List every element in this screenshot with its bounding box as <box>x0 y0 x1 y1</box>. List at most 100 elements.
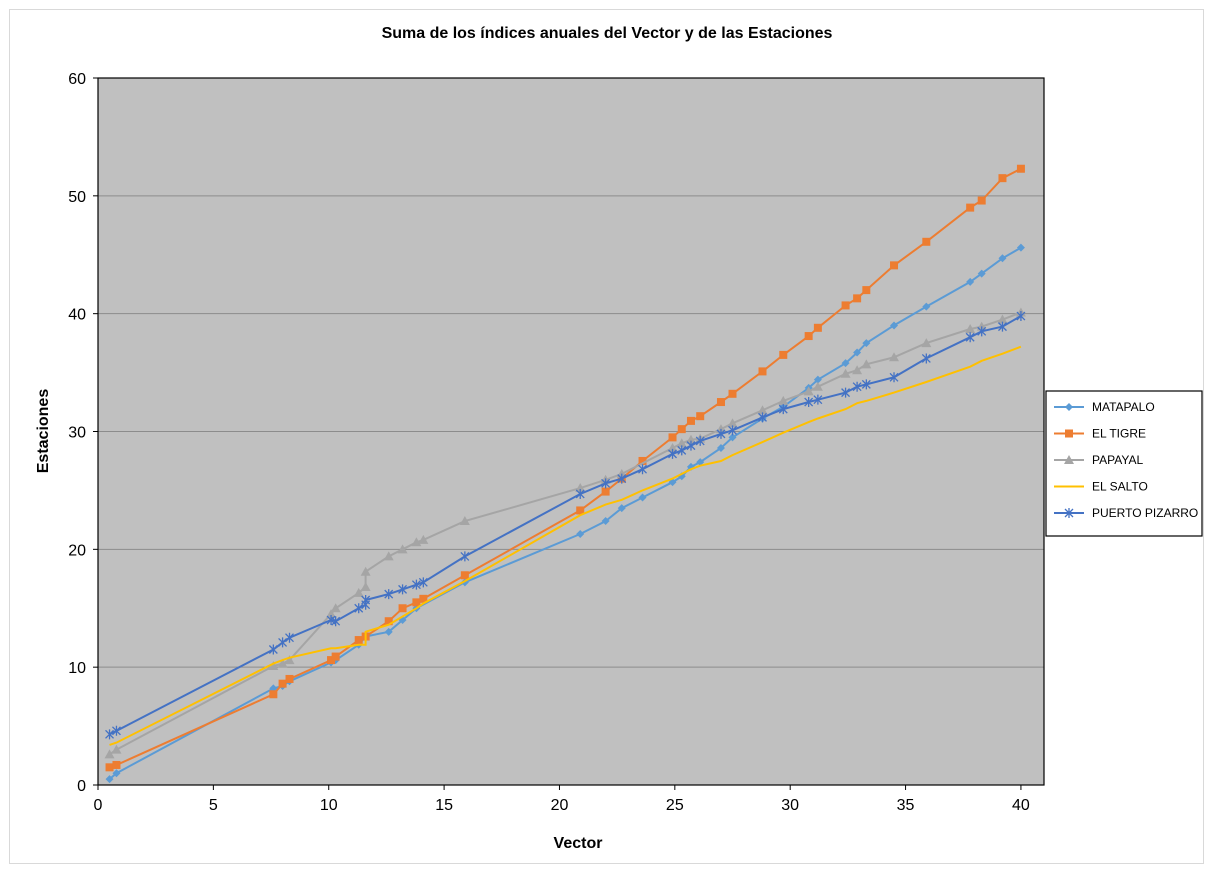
data-point <box>861 359 872 369</box>
plot-border <box>97 77 1045 786</box>
data-point <box>813 323 822 332</box>
data-point <box>853 348 862 357</box>
data-point <box>411 537 422 547</box>
y-tick-label: 20 <box>68 542 86 559</box>
data-point <box>384 627 393 636</box>
x-tick-label: 25 <box>666 797 684 814</box>
data-point <box>728 389 737 398</box>
chart-title: Suma de los índices anuales del Vector y… <box>382 25 833 42</box>
legend-label: MATAPALO <box>1092 400 1155 414</box>
legend: MATAPALO EL TIGRE PAPAYAL EL SALTO PUERTO PI… <box>1045 390 1203 537</box>
data-point <box>695 435 705 446</box>
data-point <box>889 352 900 362</box>
y-tick-label: 60 <box>68 71 86 88</box>
data-point <box>668 433 677 442</box>
data-point <box>601 517 610 526</box>
data-point <box>1016 243 1025 252</box>
data-point <box>398 604 407 613</box>
data-point <box>853 294 862 303</box>
data-point <box>757 405 768 415</box>
data-point <box>354 636 363 645</box>
data-point <box>384 617 393 626</box>
legend-marker <box>1064 508 1074 518</box>
legend-marker <box>1065 403 1073 411</box>
data-point <box>813 394 823 405</box>
data-point <box>398 584 408 595</box>
x-tick-label: 35 <box>897 797 915 814</box>
data-point <box>104 749 115 759</box>
data-point <box>397 544 408 554</box>
legend-marker <box>1065 429 1073 438</box>
data-point <box>862 339 871 348</box>
data-point <box>965 332 975 343</box>
x-tick-label: 15 <box>435 797 453 814</box>
data-point <box>998 254 1007 263</box>
data-point <box>921 338 932 348</box>
data-point <box>686 440 696 451</box>
data-point <box>841 301 850 310</box>
legend-label: PAPAYAL <box>1092 453 1143 467</box>
data-point <box>998 174 1007 183</box>
data-point <box>862 286 871 295</box>
data-point <box>778 395 789 405</box>
legend-item-papayal: PAPAYAL <box>1054 453 1143 467</box>
data-point <box>890 261 899 270</box>
data-point <box>966 277 975 286</box>
data-point <box>921 353 931 364</box>
data-point <box>331 616 341 627</box>
legend-item-matapalo: MATAPALO <box>1054 400 1155 414</box>
y-tick-label: 0 <box>77 778 86 795</box>
data-point <box>617 504 626 513</box>
data-point <box>716 443 725 452</box>
y-tick-label: 10 <box>68 660 86 677</box>
y-tick-label: 30 <box>68 425 86 442</box>
data-point <box>728 433 737 442</box>
data-point <box>285 674 294 683</box>
series-el-salto <box>109 345 1022 746</box>
data-point <box>804 332 813 341</box>
data-point <box>998 321 1007 332</box>
series-el-tigre <box>105 164 1025 772</box>
data-point <box>686 416 695 425</box>
data-point <box>575 483 586 493</box>
data-point <box>360 582 371 592</box>
data-point <box>812 381 823 391</box>
data-point <box>105 763 114 772</box>
data-point <box>418 577 428 588</box>
data-point <box>285 632 294 643</box>
data-point <box>889 372 899 383</box>
data-point <box>638 456 647 465</box>
data-point <box>459 516 470 526</box>
data-point <box>111 744 122 754</box>
data-point <box>667 442 678 452</box>
data-point <box>778 404 788 415</box>
data-point <box>1016 164 1025 173</box>
data-point <box>965 323 976 333</box>
series-line <box>109 345 1022 746</box>
x-axis-title: Vector <box>554 835 603 852</box>
data-point <box>327 656 336 665</box>
data-point <box>977 326 987 337</box>
data-point <box>977 196 986 205</box>
data-point <box>668 448 677 459</box>
data-point <box>575 488 585 499</box>
data-point <box>841 359 850 368</box>
data-point <box>284 655 295 665</box>
data-point <box>758 367 767 376</box>
data-point <box>112 769 121 778</box>
data-point <box>360 566 371 576</box>
legend-marker <box>1064 455 1074 464</box>
data-point <box>601 478 611 489</box>
legend-item-puerto-pizarro: PUERTO PIZARRO <box>1054 506 1198 520</box>
data-point <box>112 760 121 769</box>
x-tick-label: 5 <box>209 797 218 814</box>
data-point <box>269 690 278 699</box>
data-point <box>460 571 469 580</box>
data-point <box>922 237 931 246</box>
data-point <box>576 506 585 515</box>
data-point <box>685 434 696 444</box>
data-point <box>804 397 814 408</box>
x-tick-label: 10 <box>320 797 338 814</box>
data-point <box>861 379 871 390</box>
data-point <box>277 658 288 668</box>
